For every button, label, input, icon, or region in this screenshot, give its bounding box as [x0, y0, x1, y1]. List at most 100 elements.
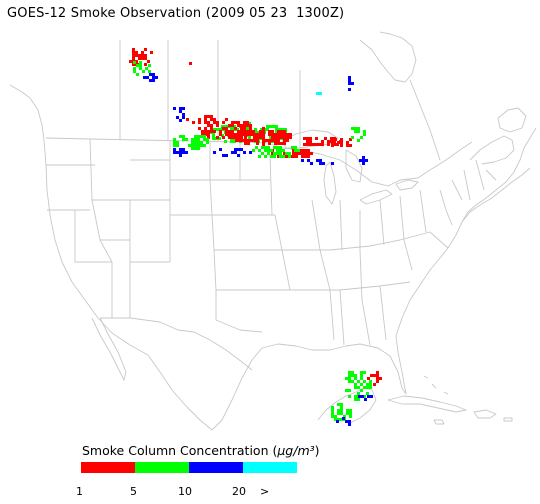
smoke-pixel [248, 122, 251, 125]
smoke-pixel [354, 386, 357, 389]
smoke-pixel [191, 141, 194, 144]
smoke-pixel [337, 403, 340, 406]
smoke-pixel [357, 392, 360, 395]
smoke-pixel [197, 144, 200, 147]
hispaniola [473, 409, 497, 419]
smoke-pixel [234, 148, 237, 151]
smoke-pixel [210, 127, 213, 130]
smoke-pixel [376, 380, 379, 383]
smoke-pixel [295, 155, 298, 158]
smoke-pixel [354, 130, 357, 133]
smoke-pixel [231, 151, 234, 154]
smoke-pixel [182, 116, 185, 119]
smoke-pixel [346, 141, 349, 144]
smoke-pixel [244, 142, 247, 145]
smoke-pixel [331, 138, 334, 141]
legend-colorbar [81, 462, 297, 473]
smoke-pixel [253, 136, 256, 139]
smoke-pixel [337, 412, 340, 415]
smoke-pixel [256, 142, 259, 145]
smoke-pixel [337, 418, 340, 421]
smoke-pixel [275, 125, 278, 128]
smoke-pixel [357, 398, 360, 401]
smoke-pixel [237, 124, 240, 127]
smoke-pixel [259, 130, 262, 133]
smoke-pixel [254, 131, 257, 134]
smoke-pixel [348, 88, 351, 91]
smoke-pixel [271, 139, 274, 142]
smoke-pixel [282, 155, 285, 158]
smoke-pixel [201, 130, 204, 133]
baja-california [91, 317, 127, 381]
lake-ontario [395, 179, 419, 191]
smoke-pixel [269, 125, 272, 128]
smoke-pixel [331, 415, 334, 418]
smoke-pixel [279, 149, 282, 152]
smoke-pixel [283, 136, 286, 139]
smoke-pixel [231, 133, 234, 136]
smoke-pixel [363, 133, 366, 136]
smoke-pixel [354, 395, 357, 398]
smoke-pixel [152, 76, 155, 79]
legend-tick-5: 5 [130, 485, 137, 498]
smoke-pixel [267, 152, 270, 155]
new-england-coast [461, 127, 537, 223]
smoke-pixel [280, 136, 283, 139]
smoke-pixel [376, 371, 379, 374]
smoke-pixel [304, 152, 307, 155]
smoke-pixel [218, 128, 221, 131]
smoke-pixel [139, 67, 142, 70]
smoke-pixel [228, 133, 231, 136]
smoke-pixel [142, 70, 145, 73]
smoke-pixel [268, 130, 271, 133]
smoke-pixel [261, 146, 264, 149]
smoke-pixel [194, 135, 197, 138]
smoke-pixel [145, 67, 148, 70]
smoke-pixel [349, 138, 352, 141]
smoke-pixel [198, 118, 201, 121]
smoke-pixel [292, 152, 295, 155]
smoke-pixel [274, 136, 277, 139]
west-coastline [9, 84, 149, 356]
smoke-pixel [144, 57, 147, 60]
smoke-pixel [357, 380, 360, 383]
smoke-pixel [370, 395, 373, 398]
smoke-pixel [303, 137, 306, 140]
smoke-pixel [283, 130, 286, 133]
smoke-pixel [306, 137, 309, 140]
smoke-pixel [238, 136, 241, 139]
smoke-pixel [249, 124, 252, 127]
smoke-pixel [351, 82, 354, 85]
smoke-layer [129, 48, 382, 426]
smoke-pixel [243, 124, 246, 127]
legend-title-main: Smoke Column Concentration ( [82, 443, 278, 458]
smoke-pixel [234, 127, 237, 130]
smoke-pixel [200, 141, 203, 144]
smoke-pixel [349, 415, 352, 418]
smoke-pixel [348, 82, 351, 85]
smoke-pixel [345, 389, 348, 392]
smoke-pixel [249, 151, 252, 154]
smoke-pixel [203, 135, 206, 138]
smoke-pixel [367, 395, 370, 398]
smoke-pixel [334, 415, 337, 418]
smoke-pixel [331, 409, 334, 412]
legend-tick-overflow: > [260, 485, 270, 498]
smoke-pixel [191, 147, 194, 150]
smoke-pixel [288, 155, 291, 158]
lake-huron [345, 149, 363, 183]
smoke-pixel [179, 151, 182, 154]
smoke-pixel [268, 142, 271, 145]
smoke-pixel [340, 409, 343, 412]
smoke-pixel [179, 148, 182, 151]
smoke-pixel [363, 130, 366, 133]
smoke-pixel [222, 127, 225, 130]
smoke-pixel [340, 412, 343, 415]
legend-swatch-1 [81, 462, 135, 473]
state-lines-west [46, 138, 171, 318]
smoke-pixel [266, 125, 269, 128]
smoke-pixel [144, 48, 147, 51]
smoke-pixel [176, 141, 179, 144]
smoke-pixel [148, 64, 151, 67]
